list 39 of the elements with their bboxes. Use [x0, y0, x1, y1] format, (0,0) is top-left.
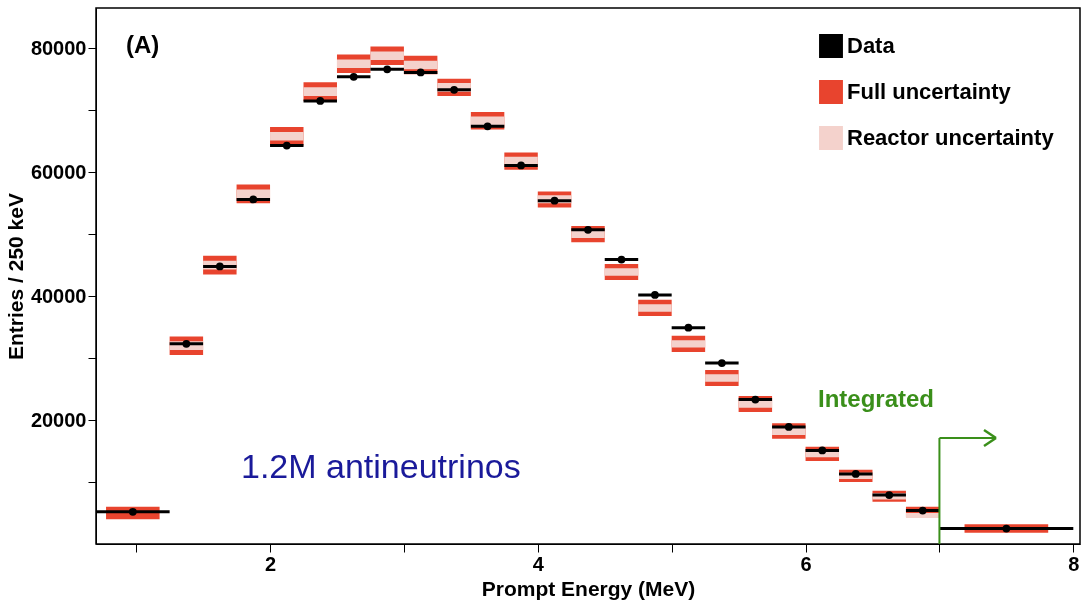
- point: [416, 68, 425, 77]
- bar: [705, 374, 739, 382]
- bar: [270, 131, 304, 141]
- annotation: 1.2M antineutrinos: [241, 447, 521, 485]
- point: [383, 65, 392, 74]
- legend-label: Reactor uncertainty: [847, 125, 1055, 150]
- bar: [671, 340, 706, 348]
- point: [483, 122, 492, 131]
- x-tick-label: 8: [1068, 552, 1080, 575]
- point: [316, 97, 325, 105]
- annotation: Integrated: [818, 385, 935, 412]
- bar: [905, 513, 940, 518]
- bar: [403, 60, 438, 70]
- point: [282, 141, 291, 150]
- y-tick-label: 80000: [30, 36, 87, 59]
- point: [1002, 524, 1011, 533]
- x-tick-label: 2: [264, 552, 277, 575]
- annotation: (A): [126, 31, 160, 58]
- point: [584, 225, 592, 234]
- point: [349, 72, 358, 81]
- x-axis-title: Prompt Energy (MeV): [481, 576, 696, 600]
- point: [249, 195, 258, 204]
- y-tick-label: 60000: [30, 160, 87, 183]
- y-tick-label: 40000: [30, 284, 87, 307]
- point: [128, 507, 137, 516]
- point: [617, 255, 626, 264]
- x-tick-label: 4: [532, 552, 545, 575]
- point: [651, 291, 659, 299]
- bar: [470, 116, 505, 126]
- legend-label: Data: [847, 33, 896, 58]
- legend-label: Full uncertainty: [847, 79, 1012, 104]
- point: [718, 359, 726, 367]
- x-tick-label: 6: [800, 552, 812, 575]
- y-tick-label: 20000: [30, 408, 87, 431]
- bar: [303, 87, 337, 96]
- bar: [604, 268, 639, 276]
- bar: [638, 304, 672, 312]
- y-axis-title: Entries / 250 keV: [3, 193, 27, 360]
- point: [684, 323, 693, 332]
